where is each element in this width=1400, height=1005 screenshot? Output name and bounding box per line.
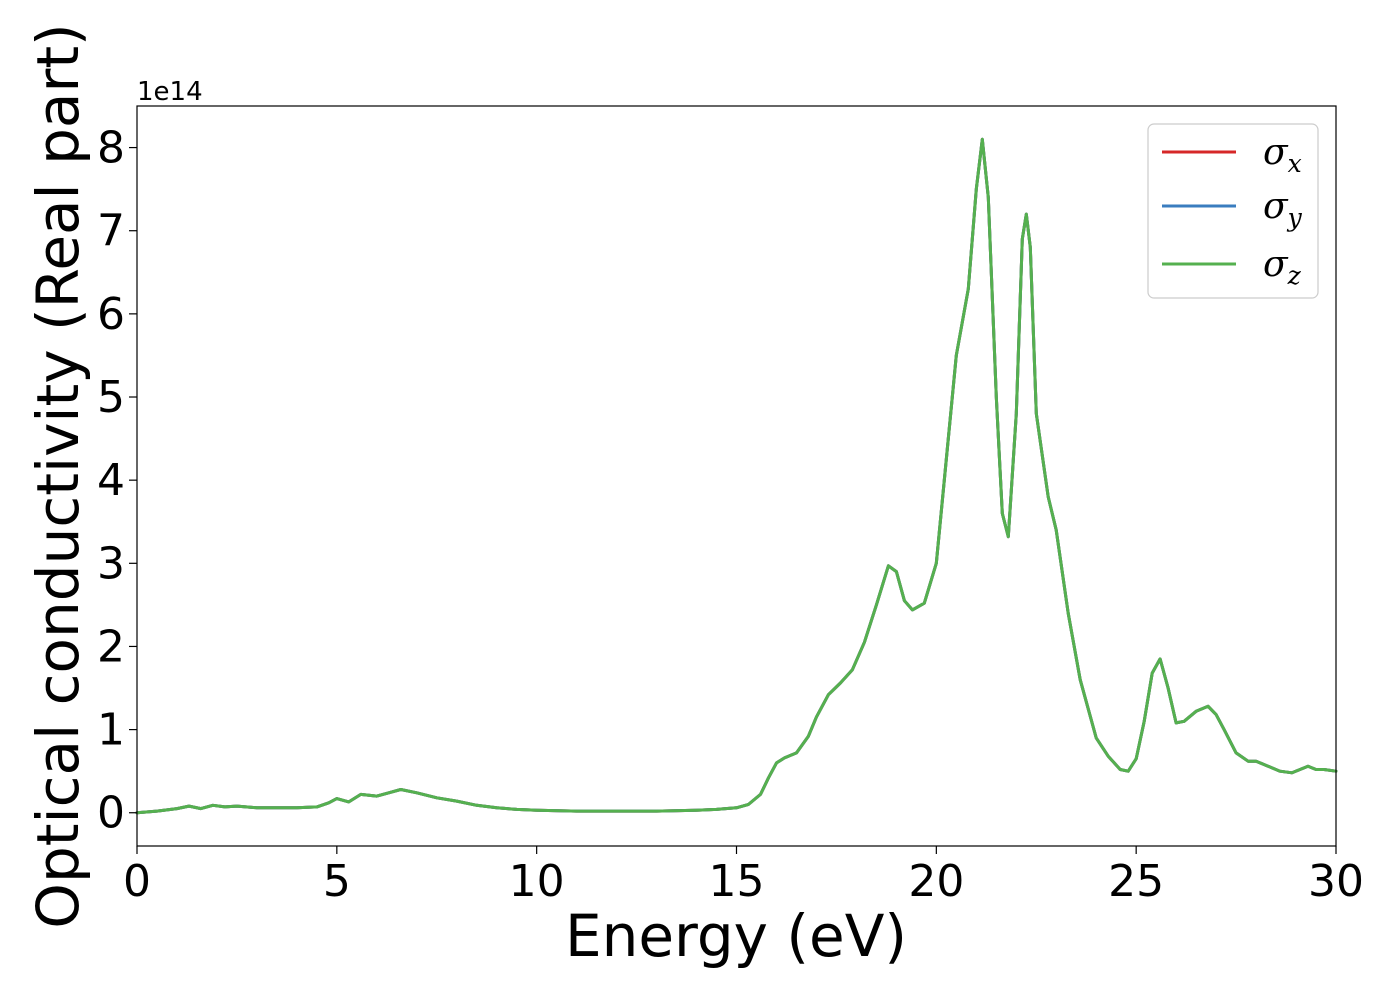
x-tick-label: 15: [709, 856, 765, 907]
y-tick-label: 7: [97, 206, 125, 257]
legend-subscript: y: [1287, 203, 1303, 232]
x-tick-label: 25: [1108, 856, 1164, 907]
y-axis: 0 1 2 3 4 5 6 7 8: [97, 123, 137, 839]
y-tick-label: 1: [97, 705, 125, 756]
y-offset-text: 1e14: [137, 77, 203, 107]
legend-subscript: x: [1288, 149, 1302, 178]
x-tick-label: 20: [908, 856, 964, 907]
legend-label-y: σy: [1263, 186, 1303, 232]
y-tick-label: 2: [97, 621, 125, 672]
plot-area: [135, 137, 1338, 815]
x-tick-label: 10: [509, 856, 565, 907]
x-axis-label: Energy (eV): [565, 902, 907, 970]
legend-label-x: σx: [1263, 132, 1302, 178]
x-tick-label: 30: [1308, 856, 1364, 907]
legend-label-z: σz: [1263, 244, 1302, 290]
y-tick-label: 6: [97, 289, 125, 340]
x-axis: 0 5 10 15 20 25 30: [123, 846, 1364, 907]
y-axis-label: Optical conductivity (Real part): [24, 23, 92, 928]
y-tick-label: 4: [97, 455, 125, 506]
legend-box: [1147, 123, 1319, 299]
y-tick-label: 5: [97, 372, 125, 423]
legend-subscript: z: [1287, 261, 1302, 290]
legend-symbol: σ: [1263, 186, 1289, 227]
y-tick-label: 0: [97, 788, 125, 839]
series-line-z: [135, 137, 1338, 815]
legend-symbol: σ: [1263, 132, 1289, 173]
legend-symbol: σ: [1263, 244, 1289, 285]
y-tick-label: 3: [97, 538, 125, 589]
x-tick-label: 5: [323, 856, 351, 907]
x-tick-label: 0: [123, 856, 151, 907]
y-tick-label: 8: [97, 123, 125, 174]
